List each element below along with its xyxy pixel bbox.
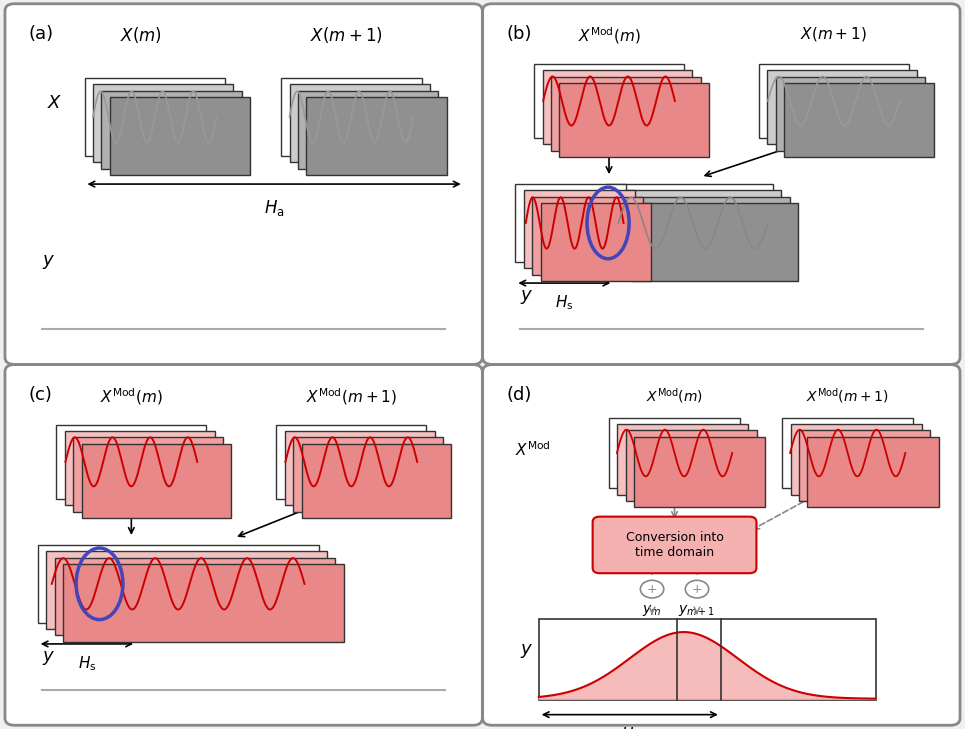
Bar — [535, 64, 684, 138]
Bar — [783, 418, 913, 488]
Text: $y$: $y$ — [42, 253, 56, 271]
Bar — [63, 564, 344, 642]
Text: $X^{\mathrm{Mod}}(m+1)$: $X^{\mathrm{Mod}}(m+1)$ — [806, 386, 889, 405]
Bar — [560, 83, 709, 157]
Bar — [776, 77, 925, 151]
Bar — [618, 424, 749, 495]
FancyBboxPatch shape — [5, 364, 482, 725]
FancyBboxPatch shape — [482, 4, 960, 364]
Circle shape — [685, 580, 708, 598]
Text: $y$: $y$ — [520, 288, 534, 306]
Text: $H_{\mathrm{s}}$: $H_{\mathrm{s}}$ — [555, 294, 573, 313]
Bar — [758, 64, 909, 138]
Bar — [93, 85, 234, 162]
Bar — [293, 437, 443, 512]
Bar — [540, 203, 651, 281]
Bar — [538, 619, 876, 701]
Bar — [626, 430, 757, 501]
Bar — [56, 425, 207, 499]
Text: (b): (b) — [506, 25, 532, 43]
Text: $+$: $+$ — [647, 582, 658, 596]
Circle shape — [641, 580, 664, 598]
Bar — [767, 70, 917, 144]
Bar — [85, 78, 225, 156]
Text: $y$: $y$ — [520, 642, 534, 660]
Bar — [65, 431, 214, 505]
FancyBboxPatch shape — [482, 364, 960, 725]
Text: $y$: $y$ — [42, 649, 56, 667]
Bar — [302, 444, 452, 518]
Text: $H_{\mathrm{s}}$: $H_{\mathrm{s}}$ — [77, 655, 96, 674]
Text: (a): (a) — [28, 25, 53, 43]
Bar — [298, 90, 438, 168]
Bar — [614, 190, 782, 268]
FancyBboxPatch shape — [5, 4, 482, 364]
Bar — [784, 83, 934, 157]
Bar — [799, 430, 930, 501]
Bar — [631, 203, 798, 281]
Bar — [46, 551, 327, 629]
Bar — [73, 437, 223, 512]
Bar — [605, 184, 773, 262]
Bar — [290, 85, 430, 162]
Bar — [609, 418, 740, 488]
Text: $X^{\mathrm{Mod}}(m)$: $X^{\mathrm{Mod}}(m)$ — [100, 386, 163, 407]
Bar — [808, 437, 939, 507]
Bar — [524, 190, 635, 268]
Text: $X(m+1)$: $X(m+1)$ — [800, 25, 868, 43]
Bar — [276, 425, 427, 499]
Text: Conversion into
time domain: Conversion into time domain — [625, 531, 724, 559]
Bar — [101, 90, 242, 168]
Bar — [110, 97, 250, 175]
Text: $y_m$: $y_m$ — [643, 604, 662, 618]
Text: $X^{\mathrm{Mod}}$: $X^{\mathrm{Mod}}$ — [515, 440, 551, 459]
Bar — [533, 197, 643, 275]
Text: $X^{\mathrm{Mod}}(m)$: $X^{\mathrm{Mod}}(m)$ — [646, 386, 703, 405]
Text: (c): (c) — [28, 386, 52, 404]
Text: $X^{\mathrm{Mod}}(m)$: $X^{\mathrm{Mod}}(m)$ — [578, 25, 641, 46]
Bar — [38, 545, 318, 623]
Bar — [82, 444, 232, 518]
Text: $H_{\mathrm{s}}$: $H_{\mathrm{s}}$ — [620, 725, 639, 729]
Text: $X^{\mathrm{Mod}}(m+1)$: $X^{\mathrm{Mod}}(m+1)$ — [306, 386, 397, 407]
Bar — [634, 437, 765, 507]
Text: $X$: $X$ — [47, 94, 63, 112]
Bar — [515, 184, 626, 262]
Text: $H_{\mathrm{a}}$: $H_{\mathrm{a}}$ — [263, 198, 285, 218]
Bar — [551, 77, 701, 151]
Text: $X(m)$: $X(m)$ — [120, 25, 161, 45]
Text: (d): (d) — [506, 386, 532, 404]
Bar — [542, 70, 692, 144]
Text: $y_{m+1}$: $y_{m+1}$ — [678, 604, 716, 618]
Bar — [622, 197, 789, 275]
Text: $+$: $+$ — [691, 582, 703, 596]
Bar — [790, 424, 922, 495]
Bar — [306, 97, 447, 175]
Bar — [55, 558, 336, 636]
Bar — [281, 78, 422, 156]
Bar — [285, 431, 434, 505]
Text: $X(m+1)$: $X(m+1)$ — [310, 25, 383, 45]
FancyBboxPatch shape — [593, 517, 757, 573]
